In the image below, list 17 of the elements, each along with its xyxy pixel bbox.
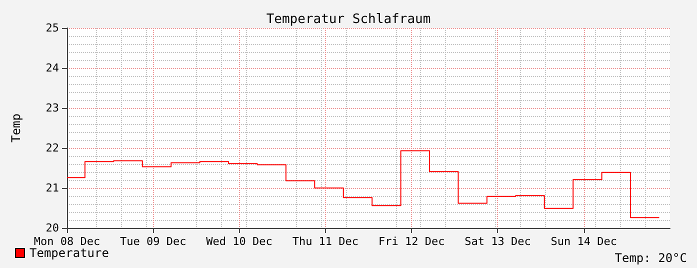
y-tick-label: 22: [46, 142, 59, 154]
x-tick-label: Mon 08 Dec: [34, 235, 100, 248]
y-tick-label: 24: [46, 62, 60, 74]
y-tick-label: 20: [46, 222, 59, 234]
x-tick-label: Tue 09 Dec: [120, 235, 186, 248]
y-tick-label: 25: [46, 22, 59, 34]
text: Temp: 20°C: [614, 251, 688, 265]
x-tick-label: Wed 10 Dec: [206, 235, 272, 248]
x-tick-label: Sat 13 Dec: [464, 235, 531, 248]
chart-title: Temperatur Schlafraum: [266, 12, 431, 27]
x-tick-label: Sun 14 Dec: [550, 235, 617, 248]
y-axis-title: Temp: [9, 114, 23, 142]
y-tick-label: 23: [46, 102, 59, 114]
x-tick-label: Thu 11 Dec: [292, 235, 359, 248]
x-tick-label: Fri 12 Dec: [378, 235, 445, 248]
legend-label: Temperature: [30, 246, 109, 260]
y-tick-label: 21: [46, 182, 59, 194]
